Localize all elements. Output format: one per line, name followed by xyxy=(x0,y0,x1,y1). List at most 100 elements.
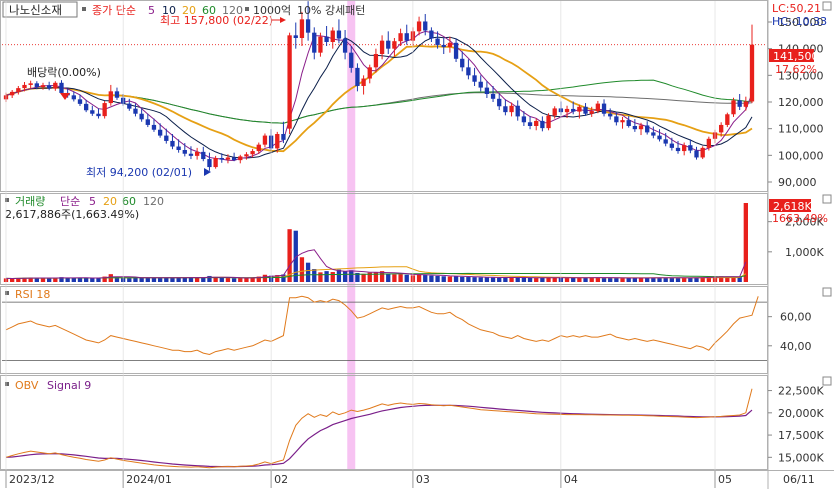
volume-bar xyxy=(293,230,298,282)
volume-bar xyxy=(398,274,403,282)
candle-body xyxy=(669,143,675,148)
candle xyxy=(330,27,335,49)
volume-bar xyxy=(59,277,64,282)
candle-body xyxy=(447,42,453,48)
rsi-panel-menu-button[interactable] xyxy=(822,287,832,297)
volume-bar xyxy=(577,277,582,282)
volume-bar xyxy=(127,278,132,282)
candle-body xyxy=(608,113,613,117)
candle xyxy=(466,59,471,80)
candle xyxy=(139,108,144,122)
candle xyxy=(16,86,21,95)
candle xyxy=(552,106,557,119)
x-axis-tick-label: 04 xyxy=(564,473,578,486)
candle-body xyxy=(484,87,490,94)
candle-body xyxy=(379,40,385,54)
price-y-tick-label: 100,000 xyxy=(778,149,824,162)
volume-bar xyxy=(22,277,27,282)
candle xyxy=(737,94,742,110)
x-axis-tick-label: 03 xyxy=(416,473,430,486)
candle-body xyxy=(77,99,83,104)
last-price-box xyxy=(769,49,814,62)
volume-bar xyxy=(275,275,280,282)
candle-body xyxy=(564,108,570,113)
last-price-label: 141,500 xyxy=(773,50,819,63)
candle xyxy=(571,101,576,115)
volume-bar xyxy=(182,277,187,282)
lc-label: LC:50,21 xyxy=(772,2,821,15)
volume-bar xyxy=(287,229,292,282)
x-axis-tick-label: 05 xyxy=(718,473,732,486)
volume-bar xyxy=(595,277,601,282)
candle-body xyxy=(490,94,496,99)
candle-body xyxy=(589,111,594,114)
volume-bar xyxy=(706,276,712,282)
candle xyxy=(546,113,551,131)
candle xyxy=(700,146,705,160)
candle-body xyxy=(10,91,15,96)
candle-body xyxy=(497,98,502,107)
candle-body xyxy=(429,30,434,39)
candle xyxy=(608,108,613,120)
volume-bar xyxy=(521,277,527,282)
obv-y-tick-label: 15,000K xyxy=(778,451,824,464)
volume-bar xyxy=(429,275,434,282)
rsi-y-tick-label: 60,00 xyxy=(780,311,812,324)
candle xyxy=(447,36,453,53)
volume-bar xyxy=(231,278,237,282)
candle xyxy=(231,152,237,162)
candle-body xyxy=(114,91,120,98)
candle-body xyxy=(453,42,459,59)
volume-bar xyxy=(632,277,638,282)
candle-body xyxy=(651,132,656,136)
volume-bar xyxy=(478,277,483,282)
volume-bar xyxy=(145,277,150,282)
candle xyxy=(170,134,175,150)
candle xyxy=(663,132,668,147)
legend-marker-icon xyxy=(5,382,9,386)
candle xyxy=(244,152,249,160)
stock-name-box[interactable] xyxy=(2,1,78,18)
volume-bar xyxy=(114,276,120,282)
volume-last-pct: 1663.49% xyxy=(772,212,828,225)
candle-body xyxy=(342,38,348,53)
volume-bar xyxy=(83,277,89,282)
obv-signal-label: Signal 9 xyxy=(47,379,91,392)
candle xyxy=(527,116,533,130)
candle xyxy=(490,86,496,102)
volume-bar xyxy=(663,277,668,282)
x-axis-tick-label: 2024/01 xyxy=(126,473,172,486)
volume-bar xyxy=(682,277,687,282)
volume-last-value: 2,618K xyxy=(773,200,812,213)
candle-body xyxy=(737,100,742,107)
last-change-label: 17.62% xyxy=(775,63,817,76)
volume-legend-prefix: 단순 xyxy=(60,195,80,208)
candle-body xyxy=(675,147,681,152)
candle xyxy=(53,81,58,91)
legend-period-120: 120 xyxy=(222,4,243,17)
volume-bar xyxy=(342,271,348,282)
volume-bar xyxy=(53,277,58,282)
candle xyxy=(22,82,27,92)
candle-body xyxy=(71,95,76,100)
volume-bar xyxy=(675,278,681,282)
low-price-label: 최저 94,200 (02/01) xyxy=(86,166,192,179)
candle xyxy=(472,67,477,86)
vol-unit-label: 1000억 xyxy=(253,4,291,17)
price-panel-menu-button[interactable] xyxy=(822,1,832,11)
candle-body xyxy=(188,153,194,156)
candle-body xyxy=(571,108,576,112)
candle-body xyxy=(46,85,52,89)
volume-panel-menu-button[interactable] xyxy=(822,194,832,204)
obv-title: OBV xyxy=(15,379,39,392)
candle xyxy=(404,24,409,45)
candle-body xyxy=(157,129,163,136)
candle-body xyxy=(521,116,527,123)
candle xyxy=(188,146,194,160)
candle xyxy=(509,102,514,117)
candle-body xyxy=(102,103,107,117)
obv-panel-menu-button[interactable] xyxy=(822,376,832,386)
volume-legend: 거래량 단순 5 20 60 120 2,617,886주(1,663.49%) xyxy=(5,195,164,221)
pattern-label: 10% 강세패턴 xyxy=(297,4,365,17)
candle xyxy=(657,129,662,142)
